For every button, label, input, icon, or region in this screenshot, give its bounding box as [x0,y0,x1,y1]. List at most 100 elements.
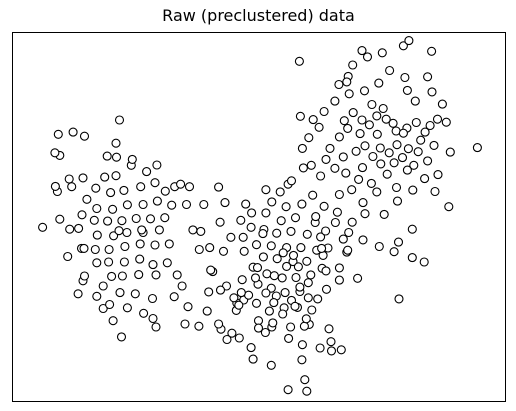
data-point [341,168,351,178]
data-point [227,328,237,338]
data-point [122,303,132,313]
data-point [316,232,326,242]
data-point [183,302,193,312]
data-point [130,289,140,299]
data-point [334,132,344,142]
data-point [148,313,158,324]
data-point [119,185,129,195]
data-point [111,171,121,181]
data-point [269,271,279,281]
data-point [351,146,361,156]
data-point [297,143,307,153]
data-point [98,281,108,291]
data-point [427,87,437,97]
data-point [342,77,352,87]
data-point [160,213,170,223]
data-point [321,154,331,164]
data-point [425,120,435,131]
data-point [297,355,307,365]
data-point [172,270,182,280]
data-point [324,324,334,334]
data-point [302,256,312,266]
data-point [306,160,316,170]
data-point [127,154,137,164]
data-point [343,245,353,255]
data-point [107,271,117,281]
data-point [214,319,224,329]
data-point [372,129,382,139]
data-point [152,160,162,170]
data-point [77,210,87,220]
data-point [319,106,329,117]
data-point [368,151,378,162]
data-point [288,250,299,260]
data-point [50,181,60,191]
data-point [376,159,386,169]
data-point [246,222,256,232]
data-point [357,115,367,125]
data-point [199,199,209,210]
data-point [441,117,451,127]
data-point [89,215,99,225]
data-point [314,122,324,132]
data-point [108,204,118,214]
data-point [430,186,440,197]
data-point [181,199,192,210]
data-point [74,223,84,233]
data-point [102,151,112,161]
data-point [392,140,402,150]
data-point [409,160,419,170]
data-point [295,111,305,121]
data-point [402,165,412,175]
data-point [319,201,329,211]
data-point [313,294,323,304]
data-point [38,222,48,232]
data-point [344,227,354,238]
data-point [92,258,102,268]
data-point [278,248,288,258]
data-point [202,306,212,316]
data-point [321,266,331,276]
data-point [334,189,344,200]
data-point [334,79,344,90]
data-point [261,185,271,195]
data-point [294,56,304,66]
data-point [344,89,354,99]
data-point [321,284,332,294]
data-point [78,173,88,183]
data-point [339,116,349,126]
data-point [266,241,276,251]
data-point [234,333,244,343]
data-point [135,254,145,264]
data-point [372,111,382,121]
data-point [398,41,408,51]
data-point [253,323,264,333]
data-point [148,260,158,270]
data-point [316,171,326,181]
data-point [362,52,373,62]
data-point [120,241,130,252]
data-point [252,263,263,273]
data-point [364,120,374,130]
data-point [139,308,149,318]
data-point [308,115,318,125]
data-point [91,183,101,193]
data-point [116,332,127,342]
data-point [348,108,358,118]
data-point [437,99,447,109]
data-point [162,258,172,268]
data-point [108,316,118,326]
data-point [423,72,433,82]
data-point [50,148,60,158]
data-point [338,234,348,244]
data-point [79,243,89,253]
data-point [330,217,340,228]
data-point [236,215,246,225]
data-point [408,185,418,195]
data-point [407,253,417,263]
data-point [238,232,248,242]
data-point [206,265,216,275]
data-point [374,241,384,252]
data-point [300,375,310,385]
data-point [286,226,296,236]
